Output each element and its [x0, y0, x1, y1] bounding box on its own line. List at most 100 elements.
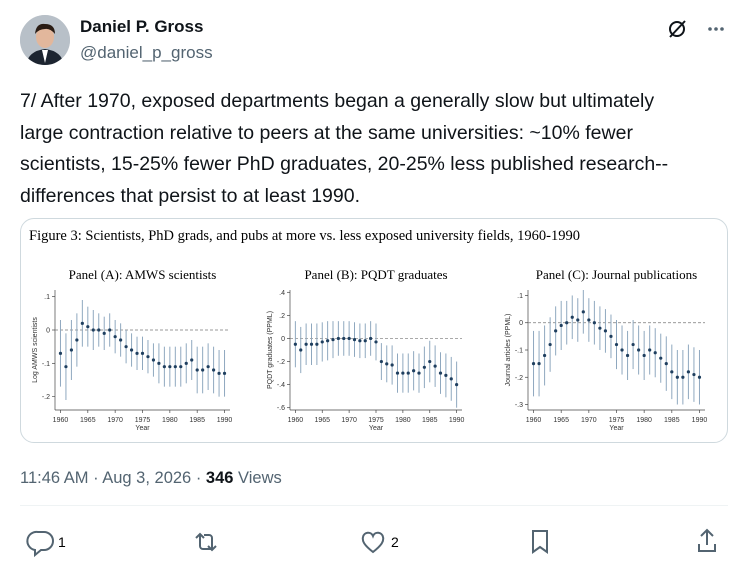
divider	[20, 505, 728, 506]
point	[653, 351, 657, 355]
x-tick-label: 1980	[395, 417, 411, 424]
point	[565, 321, 569, 325]
more-button[interactable]	[708, 27, 724, 31]
point	[102, 331, 106, 335]
figure-title: Figure 3: Scientists, PhD grads, and pub…	[29, 228, 580, 244]
text-line: differences that persist to at least 199…	[20, 184, 361, 207]
figure: Figure 3: Scientists, PhD grads, and pub…	[29, 228, 708, 432]
point	[531, 362, 536, 366]
point	[422, 365, 426, 369]
point	[570, 315, 574, 319]
point	[91, 328, 95, 332]
media[interactable]: Figure 3: Scientists, PhD grads, and pub…	[20, 218, 728, 443]
x-tick-label: 1985	[422, 417, 438, 424]
point	[217, 371, 221, 375]
point	[179, 365, 183, 369]
point	[80, 321, 84, 325]
retweet-button[interactable]	[195, 532, 217, 552]
point	[157, 361, 161, 365]
point	[69, 348, 74, 352]
bookmark-button[interactable]	[532, 530, 548, 554]
y-tick-label: .1	[44, 294, 50, 301]
point	[620, 348, 624, 352]
point	[75, 338, 79, 342]
point	[406, 371, 410, 375]
y-tick-label: 0	[519, 320, 523, 327]
point	[86, 325, 90, 329]
avatar-image	[20, 15, 70, 65]
point	[304, 342, 308, 346]
point	[97, 328, 101, 332]
point	[336, 336, 340, 341]
views-label: Views	[233, 469, 282, 487]
point	[326, 339, 330, 343]
point	[659, 356, 663, 360]
y-axis-label: Log AMWS scientists	[32, 317, 39, 383]
point	[444, 373, 448, 377]
grok-icon[interactable]	[669, 20, 686, 38]
time: 11:46 AM · Aug 3, 2026 ·	[20, 469, 206, 487]
point	[428, 359, 432, 364]
point	[625, 353, 630, 358]
point	[113, 335, 117, 339]
point	[146, 355, 150, 359]
point	[331, 338, 335, 342]
x-tick-label: 1985	[664, 417, 680, 424]
point	[697, 375, 702, 379]
point	[211, 368, 216, 372]
point	[222, 371, 227, 375]
point	[293, 342, 297, 346]
y-tick-label: 0	[46, 328, 50, 335]
y-tick-label: -.1	[42, 361, 50, 368]
x-tick-label: 1965	[80, 417, 96, 424]
like-button[interactable]	[361, 531, 385, 554]
point	[140, 351, 145, 355]
point	[135, 351, 139, 355]
point	[195, 368, 199, 372]
y-axis-label: PQDT graduates (PPML)	[267, 311, 274, 389]
text-line: 7/ After 1970, exposed departments began…	[20, 90, 655, 112]
x-tick-label: 1980	[162, 417, 178, 424]
x-tick-label: 1960	[526, 417, 542, 424]
y-tick-label: .4	[279, 290, 285, 297]
x-tick-label: 1975	[368, 417, 384, 424]
panel-title: Panel (B): PQDT graduates	[304, 267, 447, 282]
point	[64, 365, 68, 369]
action-bar: 1 2	[26, 528, 716, 558]
avatar[interactable]	[20, 15, 70, 65]
header-actions	[669, 20, 724, 38]
point	[438, 371, 443, 375]
x-tick-label: 1965	[314, 417, 330, 424]
x-tick-label: 1965	[553, 417, 569, 424]
text-line: large contraction relative to peers at t…	[20, 121, 633, 144]
point	[352, 338, 357, 342]
point	[374, 340, 378, 344]
share-button[interactable]	[698, 528, 716, 552]
point	[363, 339, 367, 343]
x-tick-label: 1990	[692, 417, 708, 424]
handle[interactable]: @daniel_p_gross	[80, 43, 213, 62]
point	[592, 321, 596, 325]
point	[554, 329, 558, 333]
point	[603, 329, 608, 333]
x-tick-label: 1985	[189, 417, 205, 424]
y-tick-label: 0	[281, 336, 285, 343]
y-axis-label: Journal articles (PPML)	[505, 314, 512, 387]
point	[358, 339, 362, 343]
point	[315, 342, 319, 346]
x-axis-label: Year	[135, 425, 150, 432]
y-tick-label: -.4	[277, 382, 285, 389]
point	[151, 358, 156, 362]
reply-count: 1	[58, 534, 66, 550]
point	[206, 365, 210, 369]
tweet-text: 7/ After 1970, exposed departments began…	[20, 86, 668, 212]
panel-title: Panel (A): AMWS scientists	[69, 267, 217, 282]
point	[642, 353, 646, 358]
point	[631, 342, 635, 347]
point	[559, 323, 563, 328]
point	[675, 375, 679, 379]
point	[129, 348, 134, 352]
display-name[interactable]: Daniel P. Gross	[80, 17, 204, 36]
point	[609, 334, 613, 338]
reply-button[interactable]	[26, 530, 54, 558]
